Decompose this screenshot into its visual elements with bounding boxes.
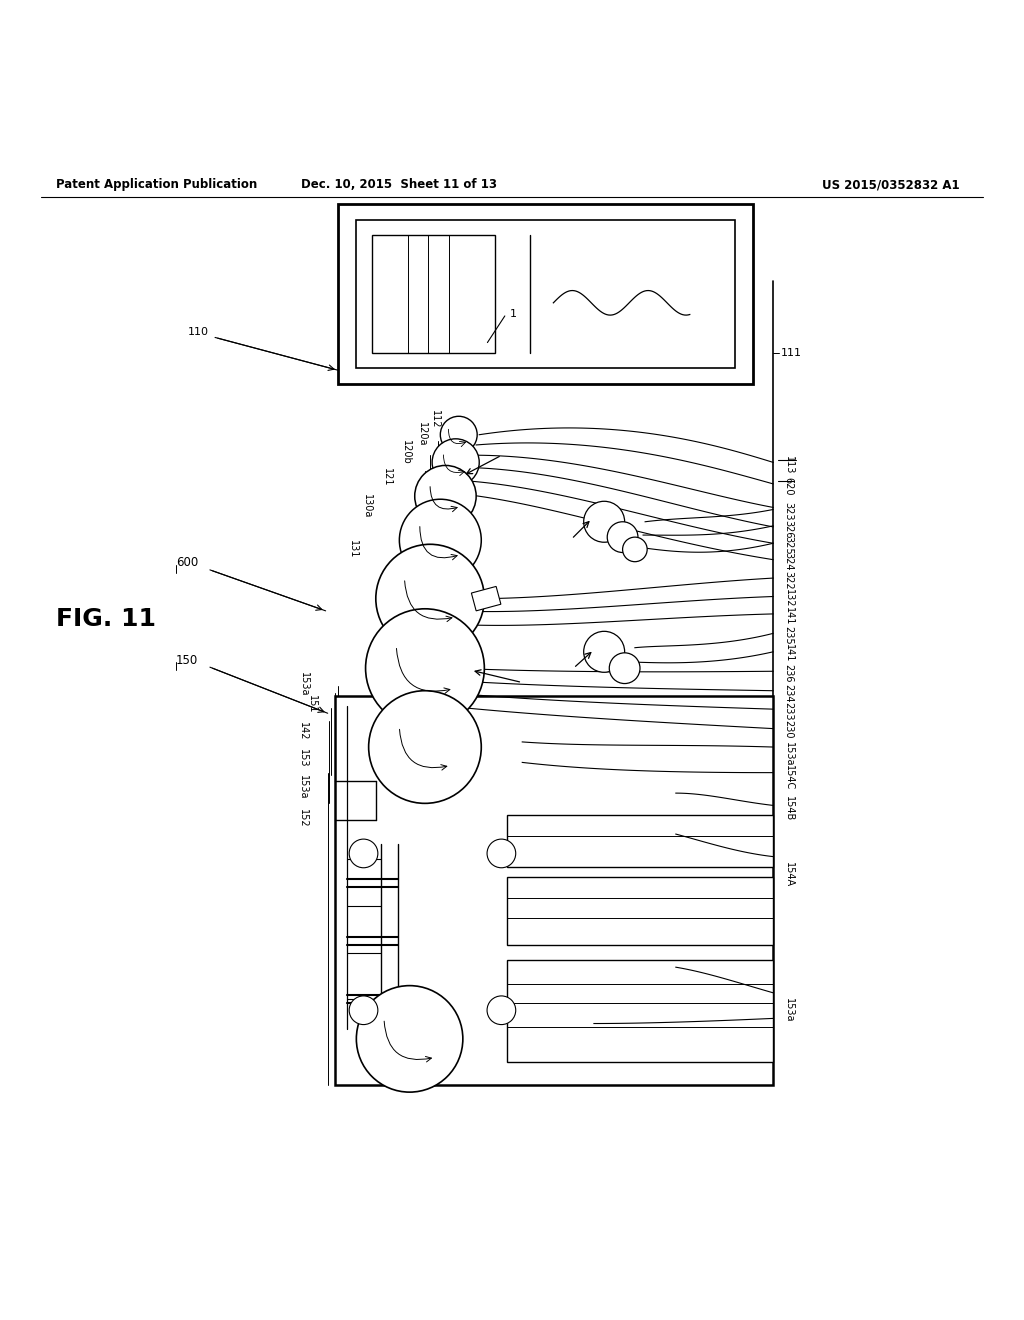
Text: 154B: 154B <box>783 796 794 821</box>
Text: 1: 1 <box>510 309 517 319</box>
Text: 230: 230 <box>783 721 794 739</box>
Text: 235: 235 <box>783 626 794 644</box>
Text: 153a: 153a <box>783 998 794 1023</box>
Circle shape <box>609 653 640 684</box>
Circle shape <box>487 840 516 867</box>
Text: 600: 600 <box>176 556 199 569</box>
Text: 120a: 120a <box>417 422 427 447</box>
Text: 620: 620 <box>783 477 794 495</box>
Text: 130a: 130a <box>361 494 372 519</box>
Text: 152: 152 <box>298 809 308 828</box>
Bar <box>507 876 773 945</box>
Text: US 2015/0352832 A1: US 2015/0352832 A1 <box>822 178 959 191</box>
Text: 153a: 153a <box>783 742 794 767</box>
Text: Dec. 10, 2015  Sheet 11 of 13: Dec. 10, 2015 Sheet 11 of 13 <box>301 178 498 191</box>
Text: FIG. 11: FIG. 11 <box>56 607 157 631</box>
Circle shape <box>376 544 484 653</box>
Circle shape <box>415 466 476 527</box>
Bar <box>471 586 501 611</box>
Circle shape <box>440 416 477 453</box>
Circle shape <box>607 521 638 553</box>
Circle shape <box>432 438 479 486</box>
Text: 131: 131 <box>348 540 358 558</box>
Circle shape <box>366 609 484 727</box>
Text: 110: 110 <box>187 327 209 338</box>
Text: 153a: 153a <box>298 775 308 799</box>
Circle shape <box>584 502 625 543</box>
Text: 111: 111 <box>781 347 803 358</box>
Text: 326: 326 <box>783 520 794 539</box>
Text: Patent Application Publication: Patent Application Publication <box>56 178 258 191</box>
Text: 150: 150 <box>176 653 199 667</box>
Text: 154A: 154A <box>783 862 794 887</box>
Circle shape <box>623 537 647 562</box>
Text: 236: 236 <box>783 664 794 682</box>
Text: 153: 153 <box>298 748 308 767</box>
Bar <box>507 814 773 867</box>
Bar <box>372 235 495 352</box>
Circle shape <box>369 690 481 804</box>
Text: 322: 322 <box>783 570 794 590</box>
Text: 141: 141 <box>783 607 794 626</box>
Text: 154C: 154C <box>783 766 794 791</box>
Bar <box>335 696 773 1085</box>
Text: 141: 141 <box>783 644 794 663</box>
Text: 151: 151 <box>307 694 317 713</box>
Text: 113: 113 <box>783 457 794 475</box>
Bar <box>507 961 773 1061</box>
Text: 153a: 153a <box>299 672 309 697</box>
Text: 112: 112 <box>430 411 440 429</box>
Bar <box>338 205 753 384</box>
Text: 323: 323 <box>783 503 794 521</box>
Text: 324: 324 <box>783 553 794 572</box>
Circle shape <box>356 986 463 1092</box>
Text: 233: 233 <box>783 702 794 721</box>
Circle shape <box>349 840 378 867</box>
Text: 132: 132 <box>783 589 794 607</box>
Text: 234: 234 <box>783 684 794 702</box>
Circle shape <box>399 499 481 581</box>
Text: 325: 325 <box>783 536 794 554</box>
Text: 121: 121 <box>382 469 392 487</box>
Text: 120b: 120b <box>400 440 411 465</box>
Bar <box>356 219 735 368</box>
Circle shape <box>487 995 516 1024</box>
Circle shape <box>349 995 378 1024</box>
Text: 142: 142 <box>298 722 308 741</box>
Circle shape <box>584 631 625 672</box>
